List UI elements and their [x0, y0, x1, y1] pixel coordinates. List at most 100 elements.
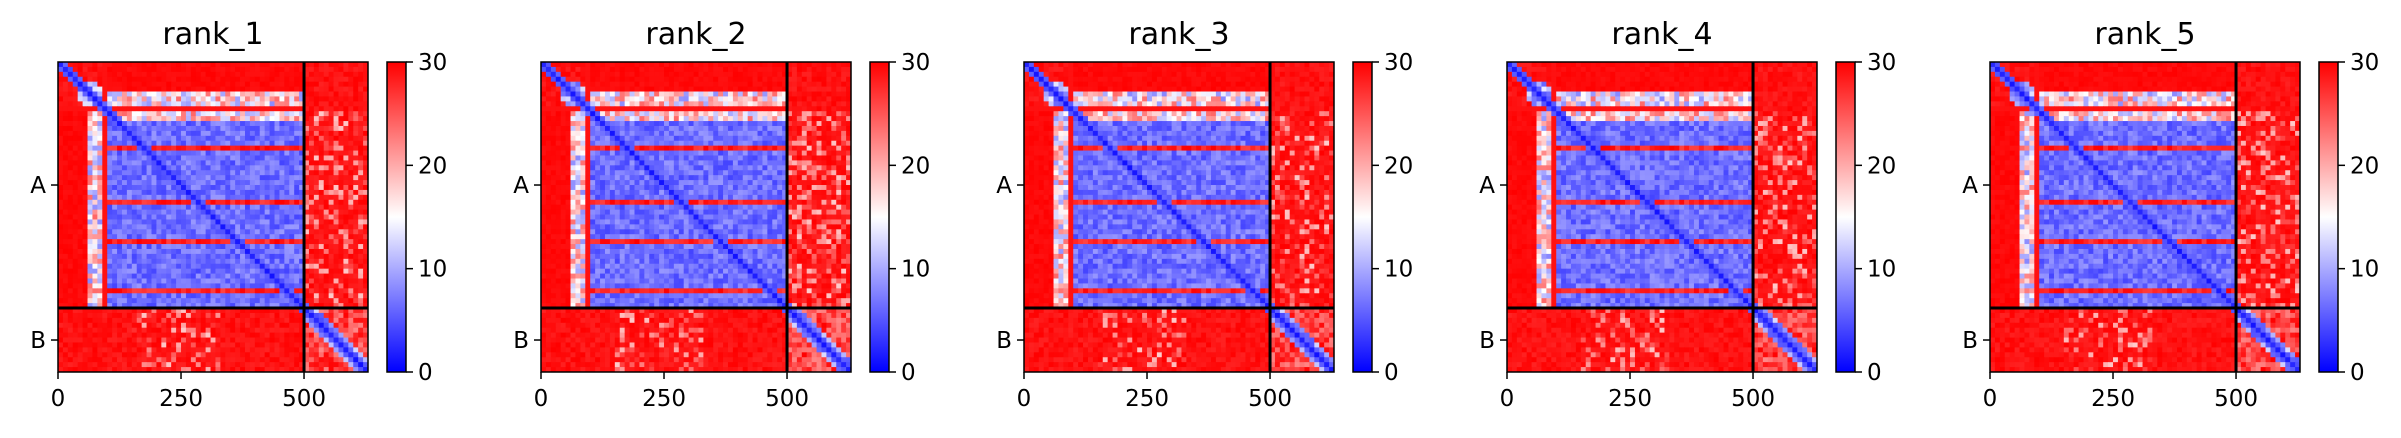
heatmap-cell [570, 81, 576, 87]
heatmap-cell [363, 317, 369, 324]
heatmap-cell [58, 278, 64, 284]
heatmap-cell [313, 332, 320, 338]
heatmap-cell [338, 71, 344, 78]
heatmap-cell [146, 91, 152, 97]
heatmap-cell [126, 283, 133, 289]
heatmap-cell [343, 219, 349, 225]
heatmap-cell [244, 253, 251, 260]
heatmap-cell [141, 155, 147, 161]
heatmap-cell [146, 244, 152, 250]
heatmap-cell [117, 317, 123, 324]
heatmap-cell [77, 199, 83, 206]
heatmap-cell [787, 121, 793, 127]
heatmap-cell [136, 327, 143, 334]
heatmap-cell [185, 332, 192, 338]
heatmap-cell [723, 91, 729, 97]
heatmap-cell [363, 111, 369, 117]
heatmap-cell [58, 352, 64, 358]
heatmap-cell [210, 204, 216, 211]
heatmap-cell [264, 253, 270, 260]
heatmap-cell [240, 312, 246, 319]
heatmap-cell [816, 121, 822, 127]
heatmap-cell [264, 71, 270, 78]
heatmap-cell [269, 194, 275, 201]
heatmap-cell [279, 327, 285, 334]
heatmap-cell [703, 76, 709, 83]
heatmap-cell [318, 194, 325, 201]
heatmap-cell [136, 219, 143, 225]
heatmap-cell [77, 145, 83, 151]
heatmap-cell [190, 239, 197, 245]
heatmap-cell [220, 199, 226, 206]
heatmap-cell [659, 121, 665, 127]
heatmap-cell [97, 357, 103, 363]
heatmap-cell [639, 106, 645, 112]
heatmap-cell [240, 116, 246, 122]
heatmap-cell [575, 96, 581, 102]
heatmap-cell [264, 116, 270, 122]
heatmap-cell [826, 101, 832, 107]
heatmap-cell [161, 185, 167, 191]
heatmap-cell [121, 224, 128, 230]
heatmap-cell [121, 121, 128, 127]
heatmap-cell [67, 332, 74, 338]
heatmap-cell [826, 125, 832, 132]
heatmap-cell [673, 71, 680, 78]
heatmap-cell [151, 263, 157, 270]
heatmap-cell [308, 135, 315, 142]
heatmap-cell [244, 96, 251, 102]
heatmap-cell [97, 91, 103, 97]
heatmap-cell [249, 106, 256, 112]
heatmap-cell [600, 71, 606, 78]
heatmap-cell [580, 81, 586, 87]
heatmap-cell [718, 101, 724, 107]
heatmap-cell [609, 101, 616, 107]
heatmap-cell [604, 135, 611, 142]
heatmap-cell [126, 155, 133, 161]
heatmap-cell [791, 135, 798, 142]
heatmap-cell [58, 253, 64, 260]
heatmap-cell [230, 62, 236, 68]
heatmap-cell [308, 121, 315, 127]
heatmap-cell [358, 145, 364, 151]
heatmap-cell [585, 86, 591, 92]
heatmap-cell [762, 91, 768, 97]
heatmap-cell [338, 170, 344, 176]
heatmap-cell [313, 239, 320, 245]
heatmap-cell [121, 352, 128, 358]
heatmap-cell [318, 234, 325, 240]
heatmap-cell [215, 229, 221, 235]
heatmap-cell [92, 362, 98, 368]
heatmap-cell [117, 288, 123, 294]
heatmap-cell [264, 189, 270, 196]
heatmap-cell [343, 332, 349, 338]
heatmap-cell [727, 62, 734, 68]
heatmap-cell [131, 357, 138, 363]
heatmap-cell [225, 194, 231, 201]
heatmap-cell [244, 263, 251, 270]
heatmap-cell [639, 130, 645, 137]
heatmap-cell [72, 347, 79, 353]
heatmap-cell [161, 125, 167, 132]
heatmap-cell [181, 352, 187, 358]
heatmap-cell [107, 229, 113, 235]
heatmap-cell [787, 86, 793, 92]
heatmap-cell [742, 106, 749, 112]
heatmap-cell [87, 268, 93, 274]
heatmap-cell [333, 214, 339, 220]
heatmap-cell [294, 185, 300, 191]
heatmap-cell [284, 258, 290, 265]
heatmap-cell [289, 332, 295, 338]
heatmap-cell [747, 130, 753, 137]
heatmap-cell [264, 155, 270, 161]
heatmap-cell [836, 130, 842, 137]
heatmap-cell [333, 111, 339, 117]
heatmap-cell [654, 130, 660, 137]
heatmap-cell [683, 116, 690, 122]
heatmap-cell [284, 278, 290, 284]
heatmap-cell [156, 145, 162, 151]
heatmap-cell [308, 86, 315, 92]
heatmap-cell [136, 293, 143, 299]
heatmap-cell [220, 185, 226, 191]
heatmap-cell [136, 96, 143, 102]
